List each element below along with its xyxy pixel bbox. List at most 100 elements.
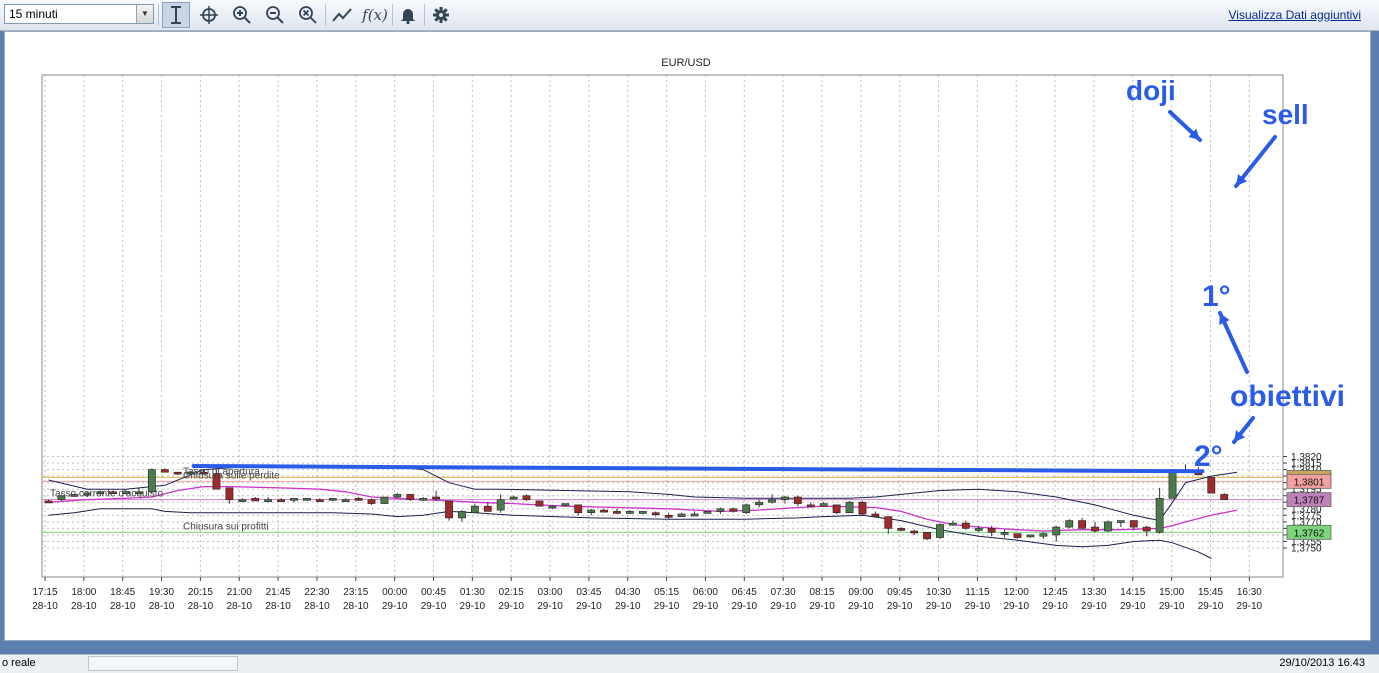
candle-body (1065, 520, 1074, 528)
zoom-out-button[interactable] (261, 2, 289, 28)
timeframe-select[interactable]: 15 minuti ▼ (4, 4, 154, 24)
x-tick-date-label: 29-10 (421, 601, 447, 612)
candle-body (160, 469, 169, 473)
x-tick-date-label: 28-10 (188, 601, 214, 612)
candle-body (819, 503, 828, 507)
x-tick-date-label: 29-10 (965, 601, 991, 612)
candle-body (212, 473, 221, 490)
candle-body (1039, 533, 1048, 537)
candle-body (961, 522, 970, 529)
price-tag (1286, 492, 1332, 508)
x-tick-label: 11:15 (965, 587, 990, 598)
status-datetime: 29/10/2013 16.43 (1279, 657, 1365, 669)
settings-button[interactable] (427, 2, 455, 28)
candle-body (1026, 534, 1035, 538)
x-tick-label: 21:00 (227, 587, 252, 598)
line-draw-button[interactable] (328, 2, 356, 28)
chart-title: EUR/USD (661, 57, 711, 69)
x-tick-label: 02:15 (499, 587, 524, 598)
price-tag (1286, 524, 1332, 540)
x-tick-date-label: 29-10 (460, 601, 486, 612)
x-tick-date-label: 29-10 (693, 601, 719, 612)
candle-body (328, 498, 337, 501)
additional-data-link[interactable]: Visualizza Dati aggiuntivi (1228, 8, 1361, 22)
x-tick-label: 03:00 (538, 587, 563, 598)
x-tick-date-label: 29-10 (926, 601, 952, 612)
candle-body (781, 496, 789, 500)
candle-body (44, 500, 53, 504)
level-label: Chiusura sui profitti (183, 521, 269, 532)
x-tick-label: 12:00 (1004, 587, 1029, 598)
candle-body (600, 509, 608, 513)
x-tick-date-label: 29-10 (615, 601, 641, 612)
x-tick-label: 01:30 (460, 587, 485, 598)
x-tick-label: 13:30 (1081, 587, 1106, 598)
x-tick-date-label: 29-10 (809, 601, 835, 612)
candle-body (897, 528, 906, 531)
x-tick-label: 12:45 (1043, 587, 1068, 598)
x-tick-date-label: 29-10 (848, 601, 874, 612)
candle-body (70, 494, 79, 497)
toolbar-separator (325, 4, 326, 26)
function-icon: f(x) (362, 6, 388, 24)
toolbar-separator (158, 4, 159, 26)
candle-body (651, 512, 660, 516)
x-tick-date-label: 29-10 (887, 601, 913, 612)
alert-button[interactable] (394, 2, 422, 28)
candle-body (793, 496, 802, 504)
x-tick-date-label: 28-10 (226, 601, 252, 612)
candle-body (1052, 526, 1061, 536)
candle-body (496, 499, 505, 511)
candle-body (470, 505, 479, 514)
candle-body (613, 511, 621, 514)
candle-body (483, 505, 492, 512)
candle-body (729, 508, 738, 512)
x-tick-label: 14:15 (1120, 587, 1145, 598)
zoom-in-button[interactable] (228, 2, 256, 28)
candle-body (690, 513, 699, 517)
chevron-down-icon[interactable]: ▼ (136, 5, 153, 23)
x-tick-label: 18:45 (110, 587, 135, 598)
crosshair-cursor-button[interactable] (162, 2, 190, 28)
candle-body (354, 498, 363, 501)
function-button[interactable]: f(x) (361, 2, 389, 28)
candle-body (57, 495, 66, 500)
candle-body (509, 496, 518, 500)
price-tag-label: 1,3787 (1294, 496, 1325, 507)
annotation-second: 2° (1194, 440, 1223, 473)
x-tick-date-label: 29-10 (1198, 601, 1224, 612)
candle-body (522, 495, 531, 500)
candle-body (987, 528, 996, 533)
zoom-reset-button[interactable] (294, 2, 322, 28)
crosshair-cursor-icon (171, 6, 181, 24)
zoom-out-icon (266, 6, 284, 24)
y-tick-label: 1,3750 (1291, 544, 1322, 555)
x-tick-date-label: 28-10 (304, 601, 330, 612)
status-mode: o reale (2, 657, 36, 669)
target-button[interactable] (195, 2, 223, 28)
price-tag-label: 1,3801 (1294, 477, 1325, 488)
plot-area (41, 74, 1284, 578)
candle-body (1142, 526, 1151, 532)
x-tick-date-label: 28-10 (71, 601, 97, 612)
doji-arrow-head (1188, 128, 1200, 140)
candle-body (1078, 520, 1086, 529)
candle-body (1091, 526, 1099, 532)
price-tag-label: 1,3762 (1294, 528, 1325, 539)
candle-body (432, 496, 440, 500)
x-tick-label: 16:30 (1237, 587, 1262, 598)
candle-body (186, 471, 195, 475)
candle-body (406, 494, 415, 500)
target1-arrow-head (1219, 313, 1230, 325)
candle-body (1013, 533, 1022, 538)
candlestick-chart[interactable]: 1,37501,37551,37601,37651,37701,37751,37… (0, 0, 1379, 650)
annotation-targets: obiettivi (1230, 380, 1345, 413)
annotation-doji: doji (1126, 75, 1176, 106)
y-tick-label: 1,3815 (1291, 459, 1322, 470)
candle-body (948, 522, 957, 526)
candle-body (1104, 521, 1112, 532)
candle-body (936, 524, 944, 538)
candle-body (625, 511, 634, 514)
x-tick-label: 03:45 (576, 587, 601, 598)
level-label: Chiusura sulle perdite (183, 470, 280, 481)
